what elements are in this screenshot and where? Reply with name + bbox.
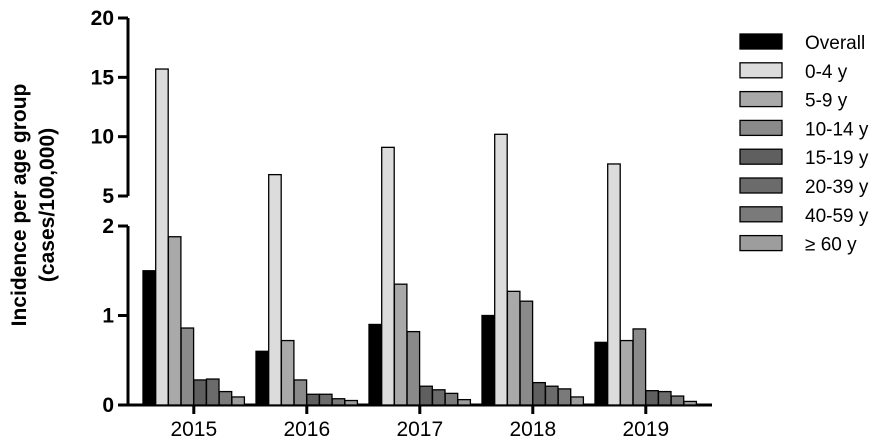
legend-swatch [739,148,783,165]
y-tick-label: 2 [102,215,114,238]
x-tick-label: 2016 [283,418,330,440]
bars [142,68,698,406]
bar-2018-overall [481,314,496,406]
bar-2019-40-59-y [670,395,685,406]
legend-label: ≥ 60 y [805,235,857,256]
bar-2016-5-9-y [280,339,295,406]
bar-2019-0-4-y [607,163,621,406]
legend-swatch [739,234,783,252]
bar-2015-15-19-y [193,379,207,406]
bar-2018-20-39-y [544,385,559,406]
bar-2019--60-y [683,400,698,406]
bar-2017-20-39-y [431,389,446,406]
bar-2016-10-14-y [293,379,308,406]
bar-2019-overall [594,341,609,406]
y-tick-label: 10 [91,126,114,149]
bar-2018-15-19-y [532,381,546,406]
legend-label: 10-14 y [805,119,869,140]
bar-2019-5-9-y [619,339,634,406]
bar-2017--60-y [457,398,472,406]
bar-2018-40-59-y [557,388,572,406]
bar-2016-20-39-y [318,393,333,406]
bar-2016-overall [255,350,270,406]
bar-2015-0-4-y [155,68,169,406]
x-tick-label: 2015 [170,418,217,440]
y-tick-label: 15 [91,66,115,89]
bar-2015-40-59-y [218,390,233,406]
bar-2016-40-59-y [331,398,346,406]
bar-2018-0-4-y [494,133,508,406]
bar-2017-10-14-y [406,330,421,406]
legend-swatch [739,206,783,223]
legend-label: Overall [805,33,865,54]
bar-2016-15-19-y [306,393,320,406]
x-tick-label: 2018 [509,418,556,440]
bar-2016--60-y [344,399,359,406]
legend-label: 15-19 y [805,148,869,169]
y-tick-label: 5 [102,185,114,208]
legend-swatch [739,177,783,194]
y-axis-title-line1: Incidence per age group [8,84,31,327]
bar-2017-overall [368,323,383,406]
bar-2017-15-19-y [419,385,433,406]
x-tick-label: 2019 [622,418,669,440]
y-tick-label: 1 [102,305,114,328]
y-axis-title-line2: (cases/100,000) [36,128,59,282]
bar-2019-10-14-y [632,328,647,406]
legend-label: 0-4 y [805,62,848,83]
y-tick-label: 20 [91,7,114,30]
bar-2015-overall [142,270,157,406]
bar-2019-20-39-y [657,390,672,406]
bar-2015--60-y [231,396,246,406]
bar-2018-5-9-y [506,290,521,406]
legend-swatch [739,62,783,79]
y-tick-label: 0 [102,394,114,417]
y-axis-title: Incidence per age group (cases/100,000) [8,84,59,327]
legend-label: 40-59 y [805,206,869,227]
bar-2018--60-y [570,396,585,406]
bar-2017-0-4-y [381,146,395,406]
legend-label: 20-39 y [805,177,869,198]
bar-2017-40-59-y [444,392,459,406]
bar-2015-5-9-y [167,236,182,406]
legend-swatch [739,90,783,108]
x-tick-labels: 2015 2016 2017 2018 2019 [170,405,669,440]
bar-2016-0-4-y [268,173,282,406]
legend-swatch [739,33,783,50]
x-tick-label: 2017 [396,418,443,440]
bar-2019-15-19-y [645,390,659,406]
bar-2018-10-14-y [519,300,534,406]
legend-label: 5-9 y [805,91,848,112]
bar-2015-20-39-y [205,378,220,406]
legend: Overall 0-4 y 5-9 y 10-14 y 15-19 y 20-39 y 40… [739,33,869,256]
bar-2015-10-14-y [180,327,195,406]
legend-swatch [739,119,783,137]
bar-2017-5-9-y [393,283,408,406]
